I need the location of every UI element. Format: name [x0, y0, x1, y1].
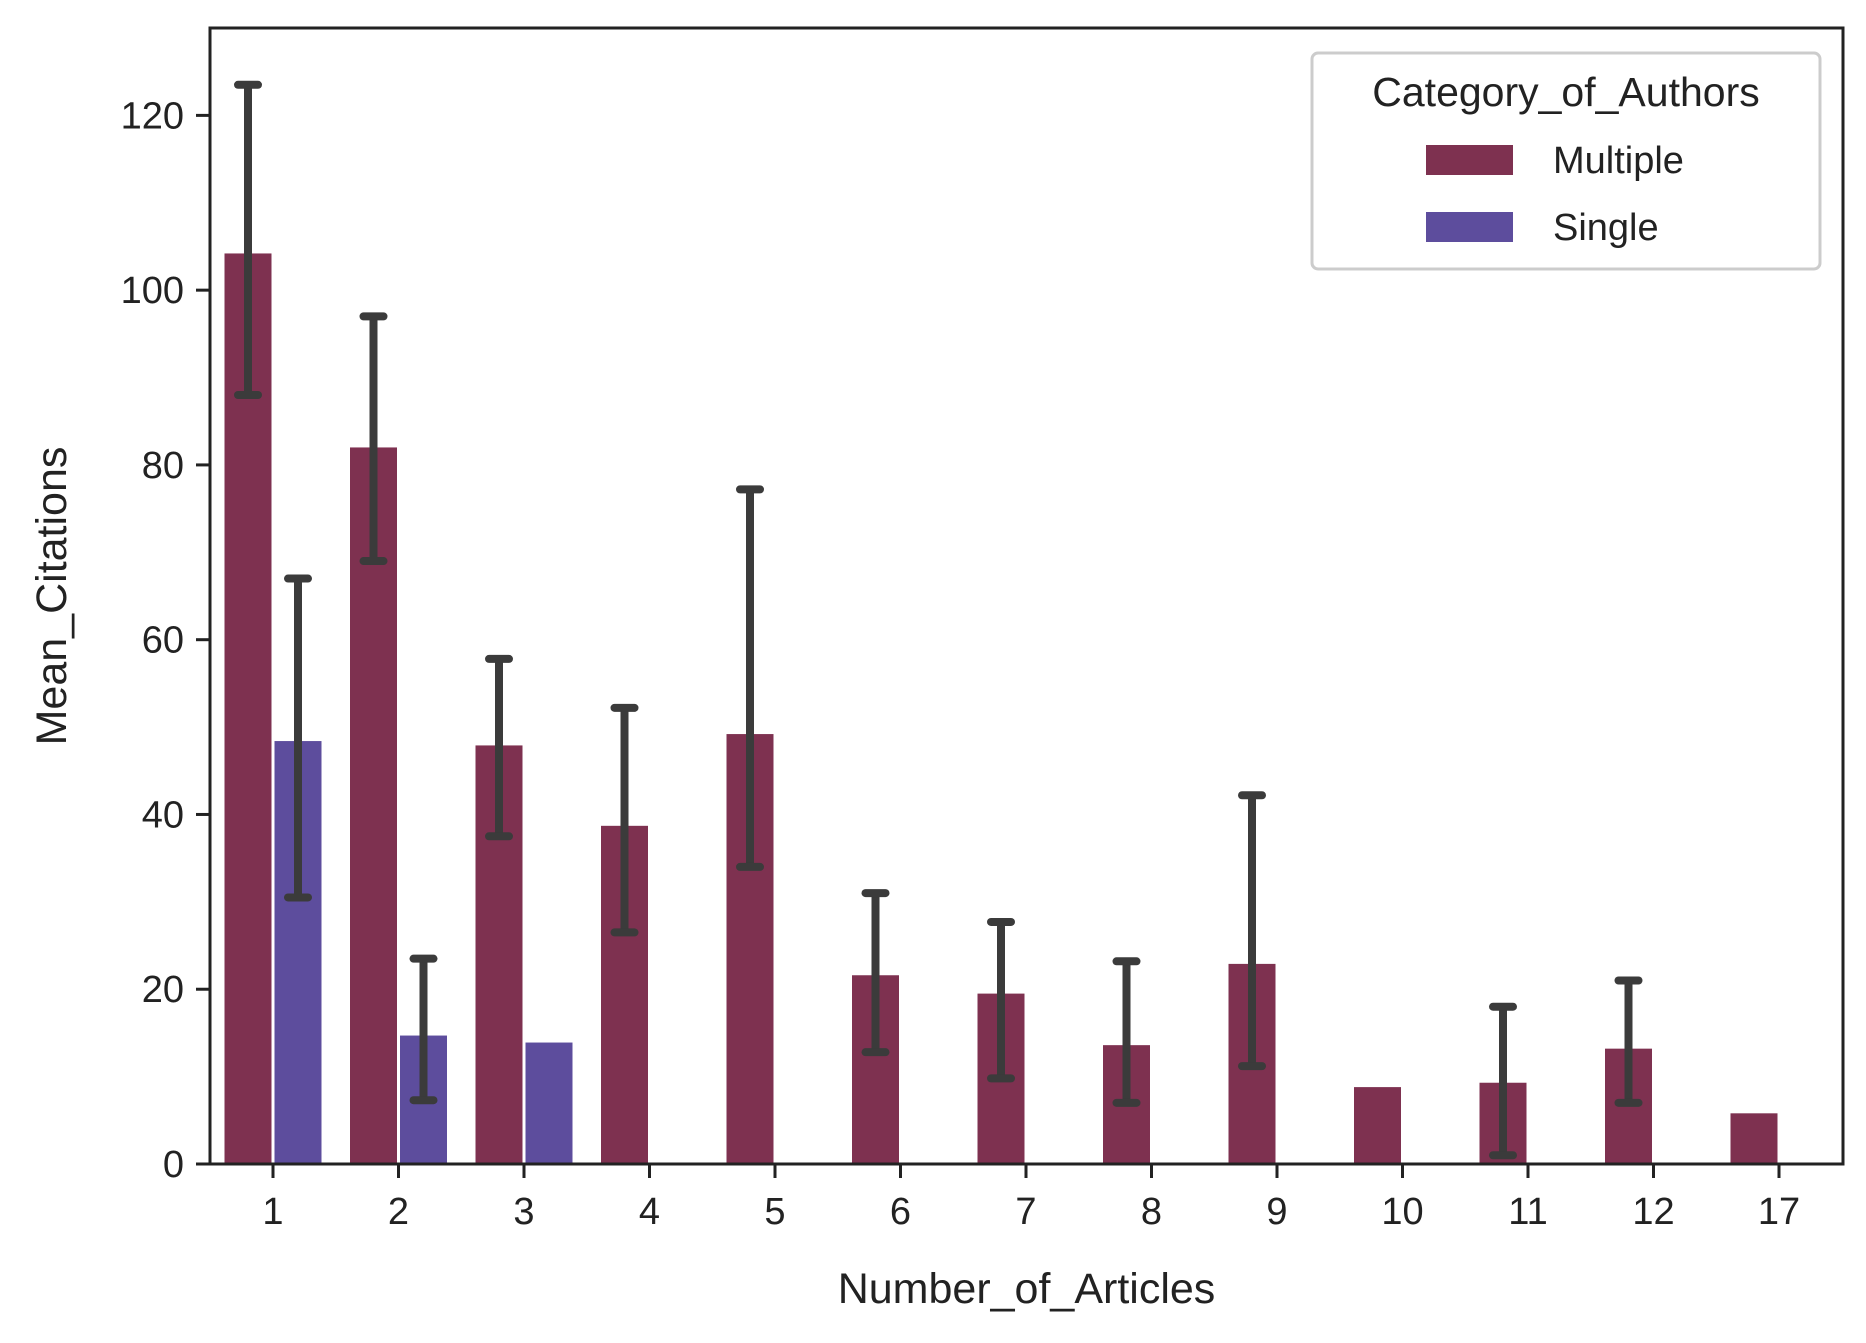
x-tick-label: 7: [1015, 1191, 1036, 1233]
legend-entries: Multiple Single: [1426, 140, 1684, 249]
bar-multiple-1: [224, 253, 272, 1165]
y-tick-label: 80: [142, 445, 184, 487]
legend-entry-multiple: Multiple: [1426, 140, 1684, 182]
y-tick-label: 60: [142, 620, 184, 662]
x-tick-label: 5: [764, 1191, 785, 1233]
x-axis: 1 2 3 4 5 6 7 8 9 10 11 12 17: [262, 1164, 1800, 1233]
legend-label: Multiple: [1553, 140, 1684, 182]
x-tick-label: 8: [1141, 1191, 1162, 1233]
y-tick-label: 40: [142, 794, 184, 836]
x-tick-label: 12: [1632, 1191, 1674, 1233]
error-bar-multiple-9: [1238, 791, 1266, 1071]
error-bar-multiple-12: [1614, 976, 1643, 1107]
error-bar-multiple-4: [610, 703, 639, 937]
legend-label: Single: [1553, 207, 1659, 249]
x-tick-label: 17: [1758, 1191, 1800, 1233]
y-axis-title: Mean_Citations: [28, 447, 76, 746]
x-tick-label: 10: [1381, 1191, 1423, 1233]
legend-swatch: [1426, 145, 1513, 175]
legend-swatch: [1426, 212, 1513, 242]
error-bar-multiple-5: [736, 485, 764, 871]
error-bar-multiple-2: [359, 312, 388, 566]
x-tick-label: 11: [1508, 1191, 1547, 1233]
x-tick-label: 3: [513, 1191, 534, 1233]
legend: Category_of_Authors Multiple Single: [1310, 51, 1822, 271]
x-tick-label: 9: [1266, 1191, 1287, 1233]
error-bar-multiple-11: [1489, 1002, 1517, 1160]
error-bar-single-1: [284, 574, 312, 902]
bar-multiple-17: [1730, 1113, 1778, 1164]
x-tick-label: 6: [890, 1191, 911, 1233]
bar-multiple-2: [350, 447, 397, 1164]
x-tick-label: 1: [262, 1191, 283, 1233]
error-bar-multiple-3: [485, 654, 513, 841]
error-bar-single-2: [409, 954, 438, 1105]
y-tick-label: 120: [121, 95, 184, 137]
y-axis: 0 20 40 60 80 100 120: [121, 95, 210, 1186]
y-tick-label: 20: [142, 969, 184, 1011]
x-axis-title: Number_of_Articles: [838, 1265, 1216, 1313]
error-bar-multiple-7: [987, 917, 1015, 1083]
error-bar-multiple-6: [861, 889, 890, 1057]
bar-single-3: [525, 1042, 573, 1164]
bars-layer: [224, 253, 1778, 1165]
y-tick-label: 100: [121, 270, 184, 312]
legend-entry-single: Single: [1426, 207, 1659, 249]
x-tick-label: 2: [388, 1191, 409, 1233]
error-bar-multiple-8: [1112, 957, 1141, 1107]
legend-title: Category_of_Authors: [1372, 69, 1759, 115]
x-tick-label: 4: [639, 1191, 660, 1233]
y-tick-label: 0: [163, 1144, 184, 1186]
bar-multiple-10: [1354, 1087, 1401, 1164]
error-bar-multiple-1: [234, 80, 262, 400]
error-bars-layer: [234, 80, 1643, 1160]
